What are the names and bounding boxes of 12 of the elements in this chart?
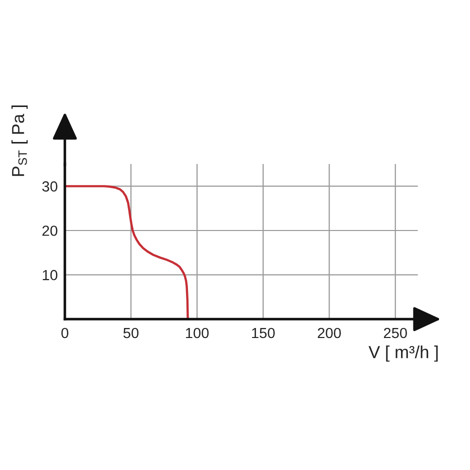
x-tick-label: 250 xyxy=(384,328,407,338)
x-tick-label: 100 xyxy=(186,328,209,338)
line-series xyxy=(64,185,189,320)
x-tick-label: 150 xyxy=(252,328,275,338)
y-tick-label: 20 xyxy=(42,226,58,236)
x-tick-label: 200 xyxy=(318,328,341,338)
x-tick-label: 0 xyxy=(61,328,68,338)
x-axis-title: V [ m³/h ] xyxy=(368,345,438,362)
y-tick-label: 30 xyxy=(42,181,58,192)
x-tick-label: 50 xyxy=(123,328,138,338)
y-tick-label: 10 xyxy=(42,270,58,280)
y-axis-title: P$_{ST}$ [ Pa ] xyxy=(11,105,28,176)
